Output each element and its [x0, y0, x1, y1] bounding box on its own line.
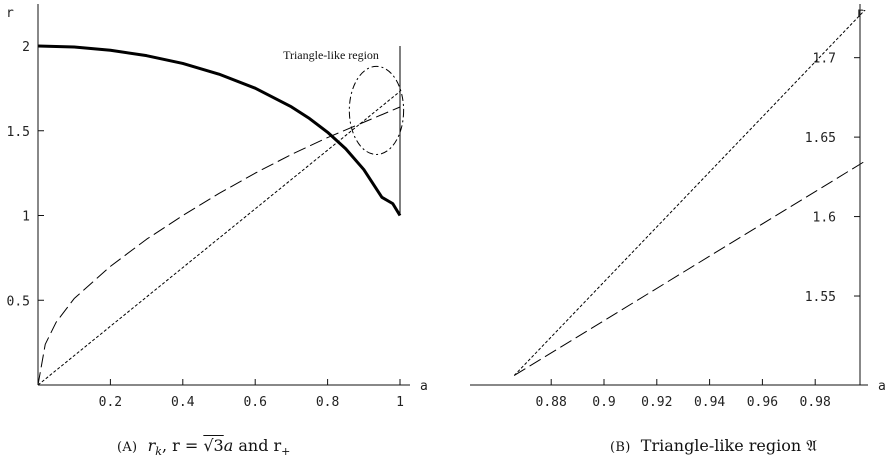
chart-a-y-tick-label: 0.5: [7, 294, 30, 309]
chart-b-series-short-dash: [513, 10, 866, 376]
caption-a-sub-k: k: [155, 445, 162, 459]
chart-a-series-long-dash: [38, 106, 401, 385]
chart-a-x-tick-label: 1: [396, 395, 404, 410]
chart-b-axes: ar: [470, 4, 886, 394]
chart-a: 0.2 0.4 0.6 0.8 1 0.5 1 1.5 2 a r Triangle-like re…: [6, 4, 428, 410]
chart-b-y-tick-label: 1.55: [805, 290, 836, 305]
caption-a: (A) rk, r = √3a and r+: [117, 436, 290, 458]
chart-b-y-label: r: [856, 6, 864, 21]
caption-a-and: and r: [233, 436, 282, 455]
caption-a-sub-plus: +: [281, 445, 291, 459]
chart-a-y-tick-label: 2: [22, 40, 30, 55]
chart-a-annotation: Triangle-like region: [283, 48, 379, 62]
caption-a-eq: , r =: [161, 436, 204, 455]
chart-a-y-tick-label: 1: [22, 210, 30, 225]
chart-b-y-tick-label: 1.6: [813, 211, 836, 226]
chart-a-region-ellipse: [348, 65, 405, 155]
caption-b-symbol: 𝔄: [806, 436, 817, 455]
chart-b-y-tick-label: 1.65: [805, 131, 836, 146]
caption-b-text: Triangle-like region: [640, 436, 807, 455]
chart-a-series-short-dash: [38, 91, 401, 385]
chart-b-x-tick-label: 0.9: [592, 395, 615, 410]
caption-a-sqrt: √3: [203, 436, 224, 455]
chart-a-x-tick-label: 0.4: [171, 395, 195, 410]
caption-a-var-a: a: [223, 436, 234, 455]
chart-a-y-tick-label: 1.5: [7, 125, 30, 140]
chart-b-y-tick-label: 1.7: [813, 52, 836, 67]
chart-a-y-label: r: [6, 6, 14, 21]
chart-a-axes: a r Triangle-like region: [6, 4, 428, 394]
chart-b-x-tick-label: 0.96: [747, 395, 778, 410]
chart-b-ticks: 0.88 0.9 0.92 0.94 0.96 0.98 1.55 1.6 1.65 1.7: [536, 52, 860, 410]
chart-a-series-solid-thick: [38, 44, 402, 217]
caption-a-tag: (A): [117, 440, 138, 455]
chart-b-series-long-dash: [513, 159, 867, 376]
chart-a-ticks: 0.2 0.4 0.6 0.8 1 0.5 1 1.5 2: [7, 40, 404, 410]
chart-b-plot-area: [513, 10, 867, 376]
caption-a-var-r: r: [147, 436, 156, 455]
chart-b: 0.88 0.9 0.92 0.94 0.96 0.981.551.61.651.7 ar: [470, 4, 886, 410]
chart-a-x-tick-label: 0.8: [316, 395, 339, 410]
caption-b-tag: (B): [610, 440, 631, 455]
chart-a-plot-area: [38, 44, 402, 385]
chart-a-x-tick-label: 0.6: [243, 395, 266, 410]
chart-b-x-tick-label: 0.98: [800, 395, 831, 410]
chart-a-x-label: a: [420, 379, 428, 394]
chart-b-x-label: a: [878, 379, 886, 394]
caption-b: (B) Triangle-like region 𝔄: [610, 436, 817, 456]
chart-a-x-tick-label: 0.2: [99, 395, 122, 410]
chart-b-x-tick-label: 0.94: [694, 395, 725, 410]
chart-b-x-tick-label: 0.92: [641, 395, 672, 410]
chart-b-x-tick-label: 0.88: [536, 395, 567, 410]
